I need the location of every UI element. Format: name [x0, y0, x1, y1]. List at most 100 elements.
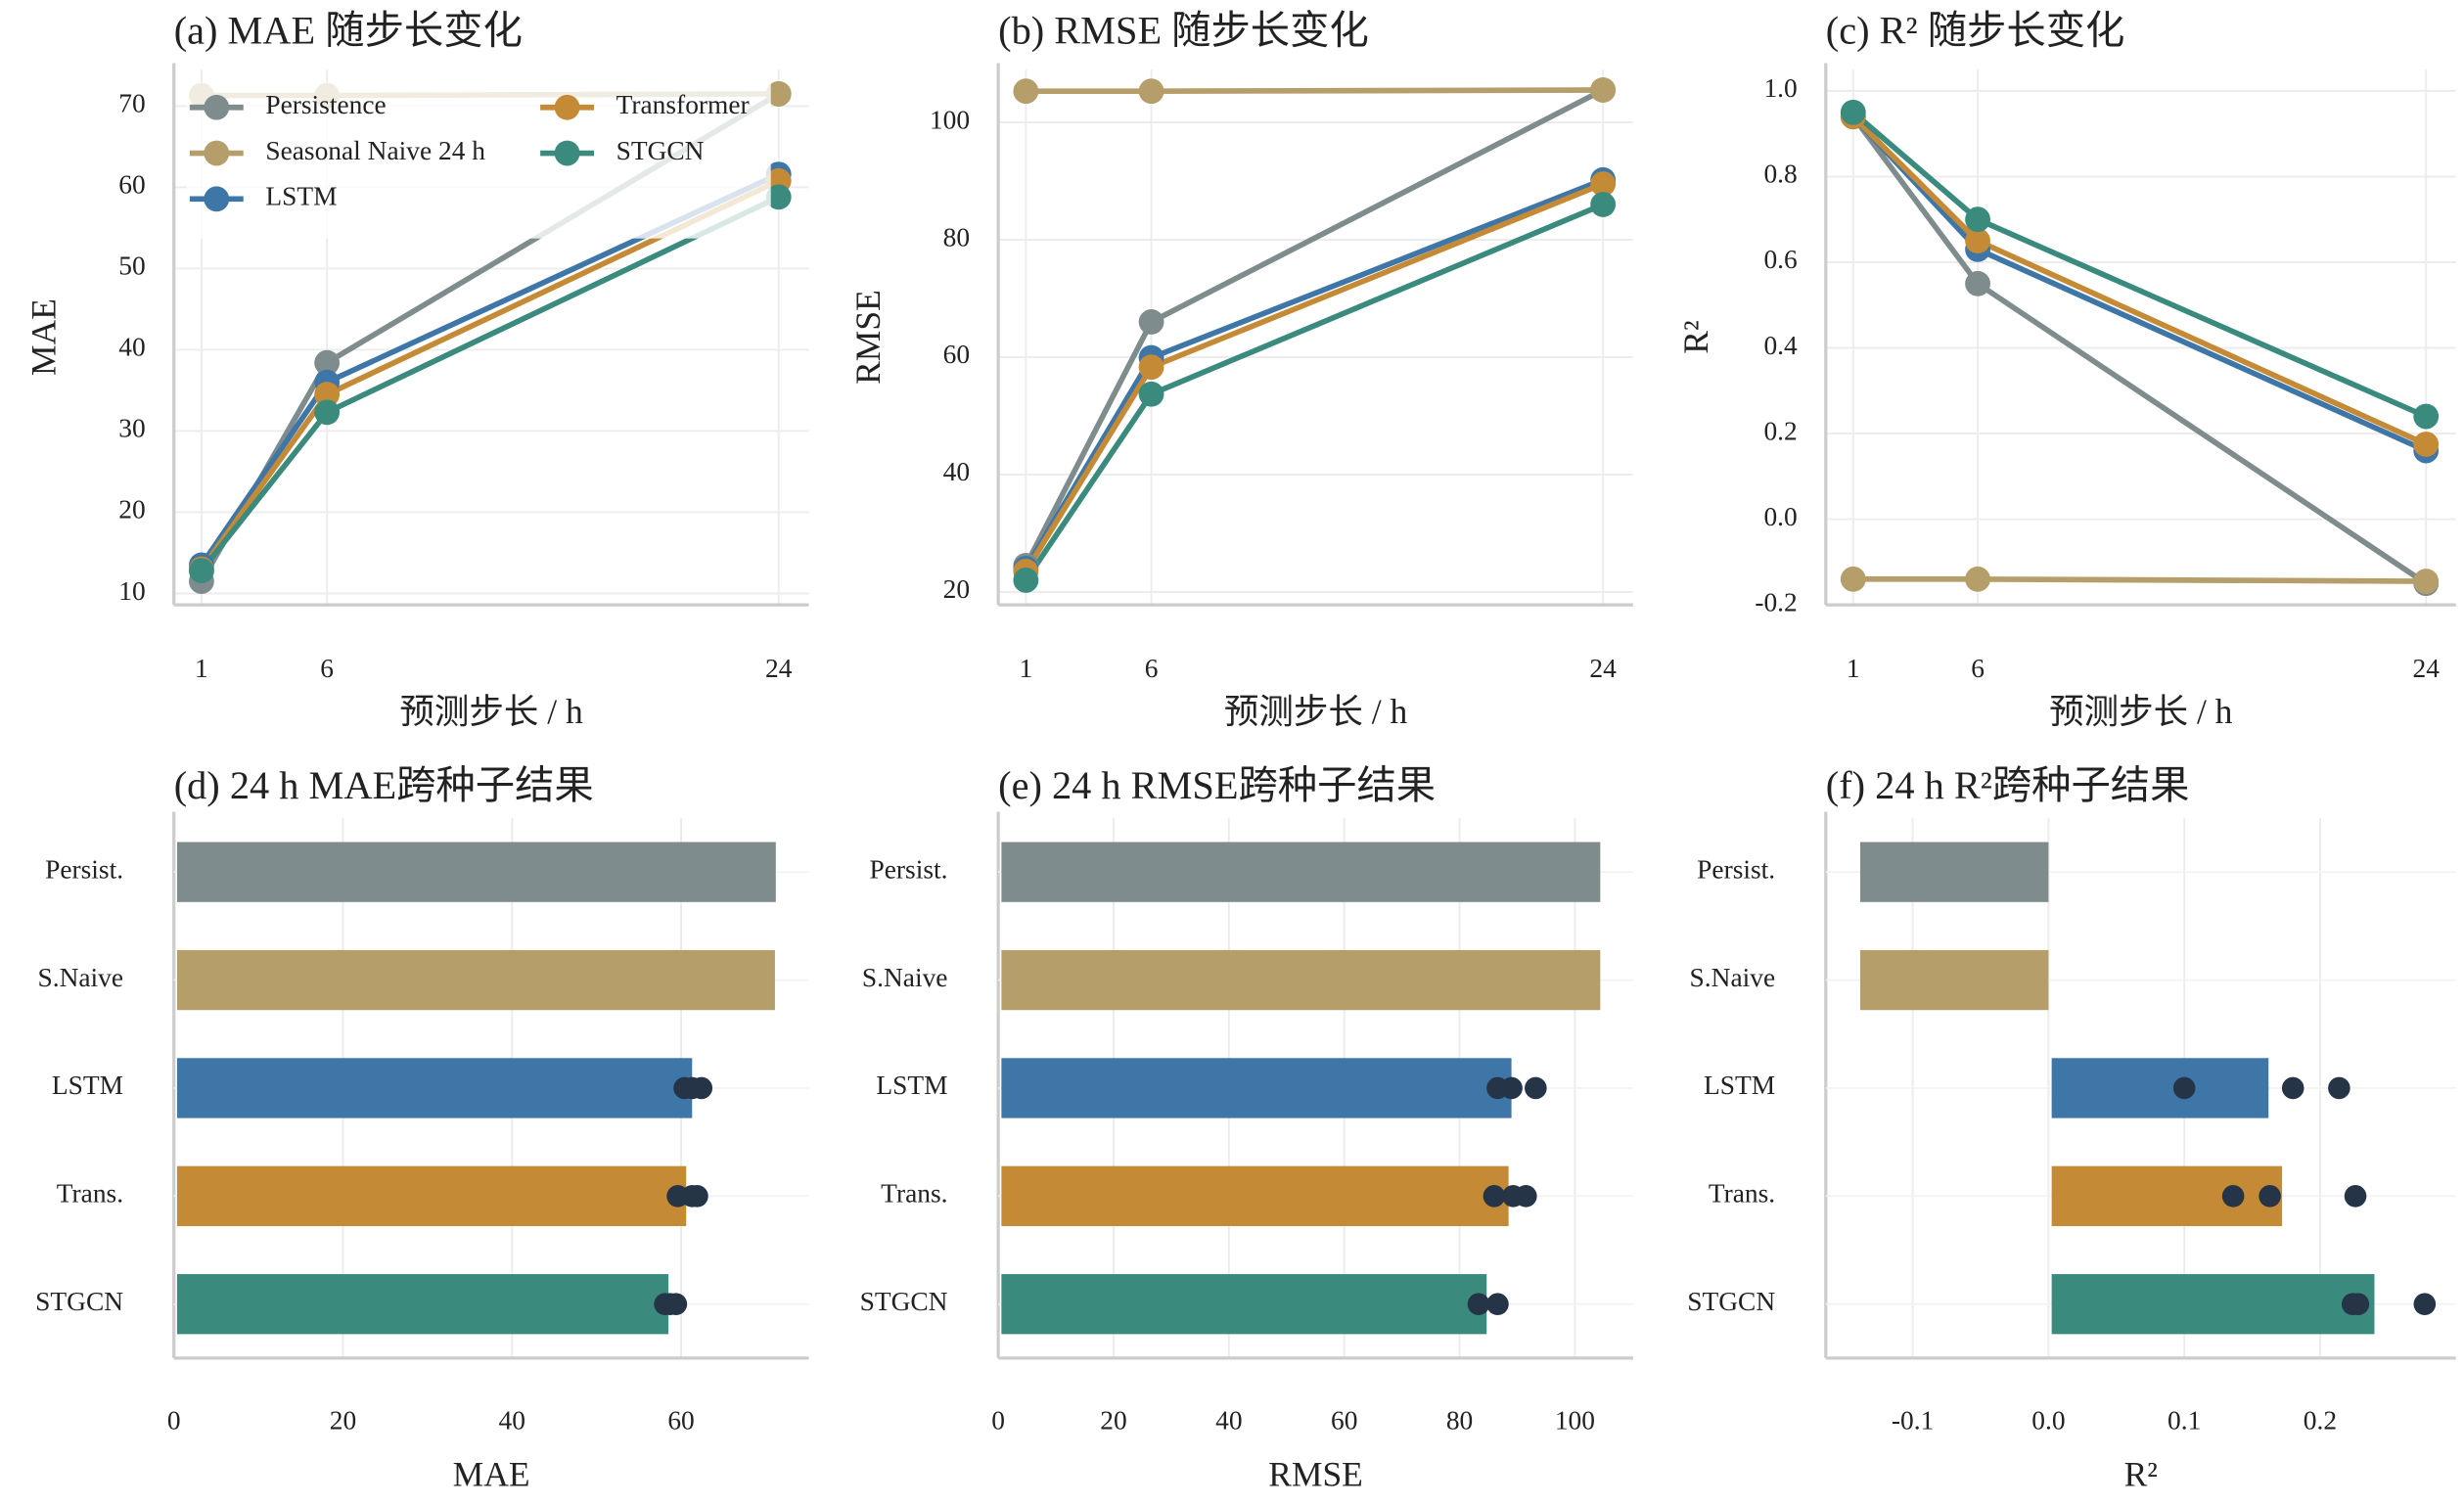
point: [1590, 192, 1617, 217]
x-tick-label: 0: [991, 1405, 1005, 1435]
y-tick-label: 30: [118, 414, 145, 443]
point: [1138, 354, 1164, 381]
bar: [2051, 1274, 2375, 1335]
bar: [1001, 1165, 1509, 1226]
chart-title: (f) 24 h R²跨种子结果: [1826, 763, 2190, 807]
x-tick-label: 6: [1145, 654, 1159, 683]
y-tick-label: STGCN: [35, 1287, 123, 1316]
bar: [176, 1274, 669, 1335]
bar: [1001, 949, 1601, 1011]
seed-point: [2259, 1185, 2281, 1208]
x-axis-label: 预测步长 / h: [2049, 692, 2233, 731]
point: [314, 349, 341, 376]
seed-point: [2347, 1293, 2370, 1316]
y-tick-label: 0.2: [1763, 416, 1797, 445]
seed-point: [1486, 1293, 1509, 1316]
x-tick-label: 100: [1555, 1405, 1595, 1435]
y-tick-label: 0.0: [1763, 502, 1797, 531]
series-line: [1850, 110, 2428, 420]
series-line: [1026, 87, 1604, 95]
x-tick-label: 60: [667, 1405, 694, 1435]
x-tick-label: 1: [195, 654, 208, 683]
seed-point: [2221, 1185, 2245, 1208]
point: [1965, 270, 1990, 296]
chart-title: (b) RMSE 随步长变化: [998, 9, 1369, 53]
point: [1013, 567, 1039, 593]
point: [1965, 566, 1990, 592]
bar: [176, 842, 776, 902]
y-tick-label: 70: [118, 89, 145, 118]
point: [765, 81, 792, 107]
bar: [1001, 842, 1601, 902]
seed-point: [2344, 1185, 2367, 1208]
y-axis-label: MAE: [24, 298, 64, 376]
y-tick-label: Trans.: [1709, 1179, 1775, 1209]
seed-point: [2172, 1076, 2196, 1100]
y-tick-label: 60: [118, 170, 145, 200]
y-tick-label: 60: [943, 340, 970, 369]
legend-swatch: [204, 94, 230, 120]
bar: [2051, 1058, 2269, 1118]
y-tick-label: S.Naive: [1690, 963, 1776, 992]
point: [1590, 77, 1617, 103]
y-tick-label: S.Naive: [37, 963, 123, 992]
seed-point: [2328, 1076, 2350, 1100]
legend-box: [186, 81, 771, 239]
x-tick-label: -0.1: [1892, 1405, 1934, 1435]
y-tick-label: 20: [943, 574, 970, 604]
seed-point: [1525, 1076, 1547, 1100]
x-tick-label: 20: [1100, 1405, 1126, 1435]
y-tick-label: 10: [118, 576, 145, 606]
legend-swatch: [204, 140, 230, 166]
y-tick-label: Trans.: [57, 1179, 123, 1209]
x-tick-label: 24: [765, 654, 793, 683]
y-tick-label: Persist.: [870, 854, 948, 884]
x-tick-label: 6: [320, 654, 334, 683]
x-tick-label: 80: [1446, 1405, 1473, 1435]
x-tick-label: 0.2: [2304, 1405, 2337, 1435]
seed-point: [1515, 1185, 1537, 1208]
seed-point: [1500, 1076, 1523, 1100]
y-tick-label: 0.6: [1763, 245, 1797, 274]
seed-point: [1467, 1293, 1490, 1316]
chart-title: (e) 24 h RMSE跨种子结果: [998, 763, 1436, 807]
y-tick-label: LSTM: [1704, 1071, 1775, 1100]
x-tick-label: 1: [1019, 654, 1032, 683]
x-tick-label: 0: [167, 1405, 181, 1435]
y-tick-label: LSTM: [52, 1071, 123, 1100]
y-tick-label: 0.4: [1763, 331, 1798, 360]
point: [314, 382, 341, 407]
series-line: [1852, 576, 2427, 584]
seed-point: [664, 1293, 688, 1316]
y-tick-label: STGCN: [860, 1287, 948, 1316]
point: [314, 399, 341, 426]
y-tick-label: 100: [930, 105, 970, 134]
legend-label: STGCN: [616, 136, 705, 165]
y-tick-label: 50: [118, 251, 145, 281]
seed-point: [2281, 1076, 2304, 1100]
legend-label: Persistence: [265, 90, 386, 119]
x-axis-label: MAE: [453, 1455, 530, 1494]
x-tick-label: 24: [2412, 654, 2440, 683]
point: [1590, 171, 1617, 197]
y-tick-label: Persist.: [1697, 854, 1775, 884]
legend-label: Transformer: [616, 90, 750, 119]
y-tick-label: STGCN: [1687, 1287, 1775, 1316]
chart-title: (d) 24 h MAE跨种子结果: [174, 763, 594, 807]
legend-label: Seasonal Naive 24 h: [265, 136, 485, 165]
y-tick-label: Persist.: [45, 854, 123, 884]
bar: [1859, 949, 2049, 1011]
point: [1840, 99, 1866, 125]
seed-point: [690, 1076, 713, 1100]
y-tick-label: -0.2: [1755, 587, 1797, 616]
y-tick-label: 0.8: [1763, 160, 1797, 189]
x-tick-label: 24: [1589, 654, 1617, 683]
y-axis-label: RMSE: [848, 290, 888, 385]
point: [1013, 78, 1039, 105]
chart-title: (c) R² 随步长变化: [1826, 9, 2125, 53]
y-tick-label: 1.0: [1763, 73, 1797, 103]
legend-swatch: [204, 186, 230, 212]
series-line: [199, 194, 780, 572]
legend-swatch: [554, 140, 580, 166]
